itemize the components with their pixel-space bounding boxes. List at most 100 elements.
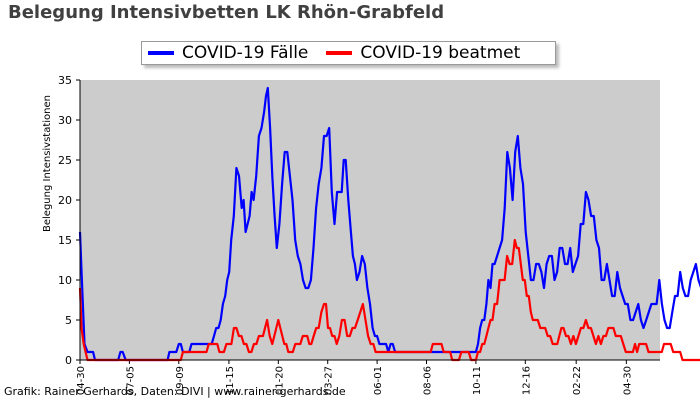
data-point-faelle-32 [307,287,309,289]
data-point-faelle-71 [590,215,592,217]
data-point-faelle-81 [642,327,645,329]
x-tick-label-6: 06-01 [373,366,384,395]
data-point-beatmet-36 [425,351,428,353]
legend-item-faelle: COVID-19 Fälle [148,43,308,63]
data-point-faelle-26 [276,247,278,249]
legend-swatch-beatmet [326,51,353,55]
data-point-faelle-51 [475,351,477,353]
x-tick-label-1: 07-05 [125,366,136,395]
data-point-beatmet-9 [228,343,230,345]
data-point-faelle-78 [627,303,629,305]
data-point-beatmet-15 [271,343,273,345]
data-point-faelle-59 [527,255,529,257]
data-point-faelle-22 [258,135,260,137]
x-tick-label-10: 02-22 [572,366,583,395]
series-line-beatmet [78,238,700,362]
data-point-faelle-29 [291,199,294,201]
data-point-beatmet-66 [675,351,677,353]
data-point-beatmet-13 [258,335,260,337]
data-point-beatmet-10 [235,327,238,329]
data-point-beatmet-48 [526,295,528,297]
data-point-beatmet-47 [520,263,522,265]
y-tick-label-6: 30 [58,114,72,127]
data-point-faelle-70 [585,191,587,193]
data-point-faelle-61 [538,263,540,265]
data-point-beatmet-30 [362,303,364,305]
data-point-faelle-27 [281,183,283,185]
data-point-beatmet-58 [600,343,602,345]
data-point-beatmet-46 [514,239,516,241]
data-point-beatmet-24 [329,327,331,329]
x-tick-label-0: 04-30 [76,366,87,395]
data-point-beatmet-29 [357,319,359,321]
data-point-faelle-84 [658,279,660,281]
data-point-beatmet-2 [83,343,85,345]
data-point-faelle-69 [580,223,582,225]
data-point-faelle-68 [574,263,577,265]
data-point-faelle-66 [564,263,566,265]
y-tick-label-4: 20 [58,194,72,207]
data-point-beatmet-18 [289,351,291,353]
data-point-beatmet-63 [640,343,642,345]
data-point-beatmet-51 [547,335,549,337]
data-point-faelle-21 [253,199,255,201]
data-point-faelle-86 [669,327,671,329]
data-point-faelle-67 [569,247,571,249]
credit-line: Grafik: Rainer Gerhards, Daten: DIVI | w… [4,385,346,398]
legend-label-beatmet: COVID-19 beatmet [360,43,521,63]
data-point-faelle-43 [366,287,368,289]
data-point-faelle-53 [494,263,496,265]
data-point-faelle-40 [350,231,352,233]
data-point-faelle-7 [122,351,124,353]
data-point-beatmet-20 [304,335,306,337]
data-point-faelle-73 [601,279,603,281]
x-tick-label-7: 08-06 [423,366,434,395]
data-point-faelle-24 [267,87,269,89]
data-point-beatmet-40 [463,351,465,353]
x-tick-label-2: 09-09 [175,366,186,395]
data-point-faelle-17 [230,239,232,241]
data-point-beatmet-38 [445,351,447,353]
data-point-beatmet-26 [341,319,343,321]
data-point-beatmet-37 [436,343,438,345]
data-point-beatmet-55 [577,335,580,337]
data-point-beatmet-44 [501,279,503,281]
data-point-faelle-60 [532,279,535,281]
data-point-beatmet-64 [652,351,654,353]
data-point-beatmet-52 [554,343,556,345]
x-tick-label-11: 04-30 [622,366,633,395]
data-point-faelle-42 [361,255,363,257]
data-point-beatmet-12 [250,351,252,353]
data-point-beatmet-33 [379,351,381,353]
data-point-faelle-15 [217,327,220,329]
data-point-faelle-18 [235,167,238,169]
data-point-faelle-35 [323,135,325,137]
data-point-faelle-31 [302,279,304,281]
data-point-faelle-4 [90,351,92,353]
data-point-beatmet-22 [318,327,320,329]
data-point-faelle-33 [312,247,315,249]
data-point-beatmet-50 [539,327,541,329]
data-point-beatmet-6 [201,351,203,353]
legend-item-beatmet: COVID-19 beatmet [326,43,520,63]
legend: COVID-19 Fälle COVID-19 beatmet [141,41,556,65]
legend-swatch-faelle [148,51,174,55]
data-point-faelle-45 [376,335,378,337]
data-point-faelle-56 [511,199,514,201]
data-point-beatmet-28 [351,327,354,329]
data-point-faelle-91 [695,263,697,265]
y-tick-label-3: 15 [58,234,72,247]
plot-area [80,80,660,360]
data-point-faelle-89 [684,295,687,297]
data-point-faelle-20 [247,223,249,225]
data-point-faelle-23 [263,111,265,113]
data-point-faelle-82 [648,311,650,313]
data-point-beatmet-54 [570,343,572,345]
data-point-faelle-90 [690,279,692,281]
data-point-faelle-13 [197,343,199,345]
data-point-faelle-25 [271,175,273,177]
data-point-faelle-62 [543,287,545,289]
data-point-faelle-63 [548,255,550,257]
data-point-faelle-79 [632,319,634,321]
data-point-beatmet-11 [243,343,245,345]
